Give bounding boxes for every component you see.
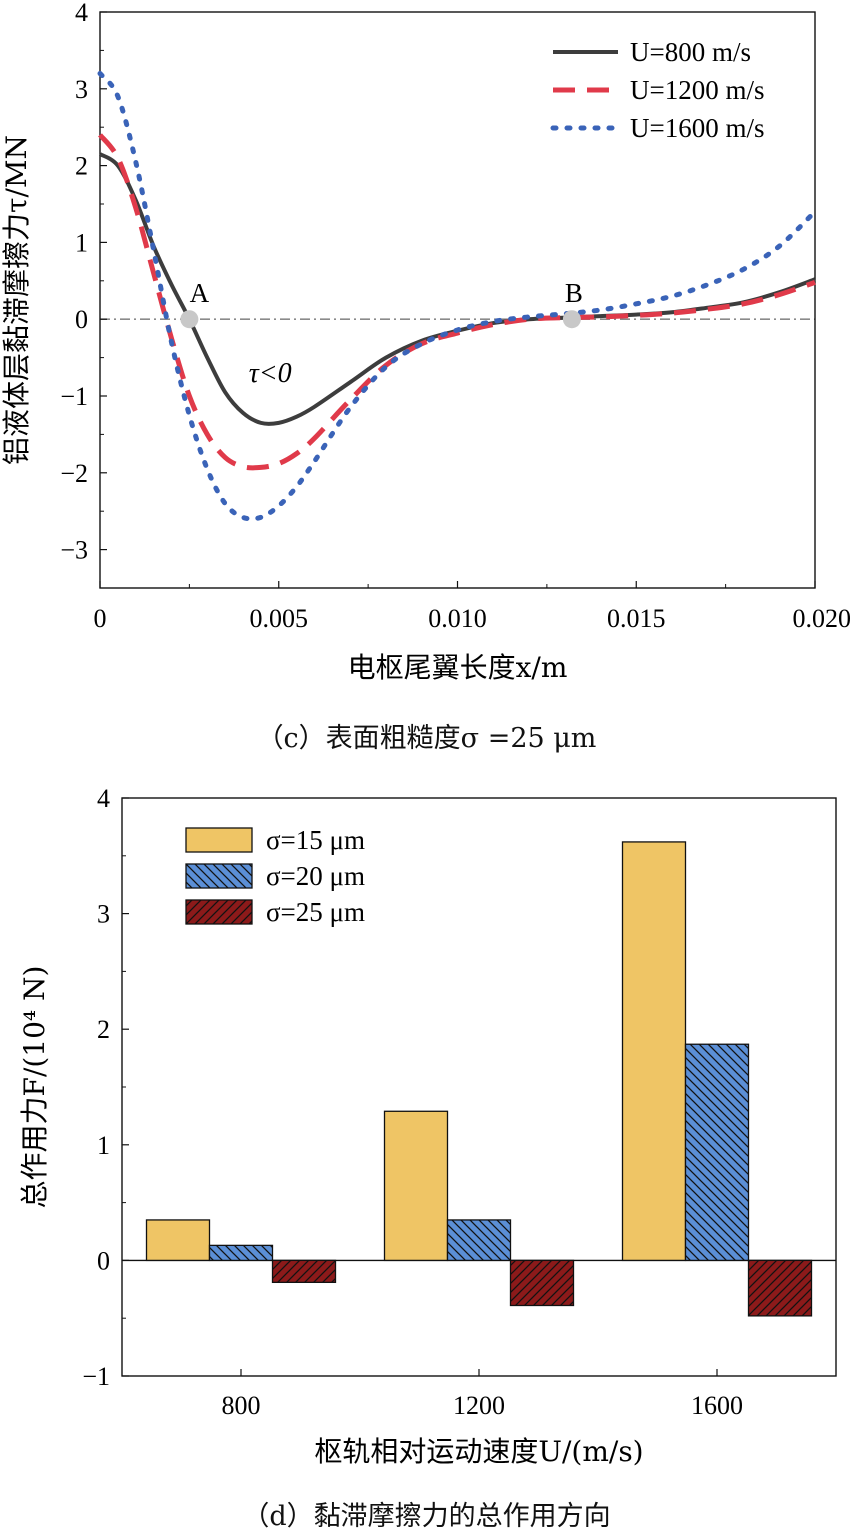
y-tick-label: 1 [75, 228, 88, 257]
y-tick-label: −1 [82, 1362, 110, 1391]
series-line-3 [97, 70, 818, 522]
bar-800-series-2 [208, 1244, 274, 1262]
bar-1600-series-1 [621, 841, 687, 1262]
y-tick-label: 3 [75, 75, 88, 104]
y-tick-label: 1 [97, 1131, 110, 1160]
y-tick-label: −3 [60, 536, 88, 565]
chart-d: 800 1200 1600 4 3 2 1 0 −1 枢轨相对运动速度U/(m/s) 总作用力F/(… [18, 784, 837, 1468]
bar-800-series-3 [271, 1259, 337, 1284]
annotation-point-B [562, 310, 581, 329]
y-tick-label: 2 [97, 1015, 110, 1044]
legend-swatch-1 [185, 827, 253, 853]
x-axis-label: 电枢尾翼长度x/m [348, 651, 568, 684]
x-tick-label: 1200 [453, 1391, 505, 1420]
y-tick-label: 4 [75, 0, 88, 27]
bar-1200-series-3 [509, 1259, 575, 1307]
x-tick-label: 0.015 [607, 604, 666, 633]
bar-1200-series-1 [383, 1110, 449, 1262]
caption-c: （c）表面粗糙度σ =25 μm [256, 723, 597, 754]
bar-800-series-1 [145, 1219, 211, 1262]
y-axis-label: 铝液体层黏滞摩擦力τ/MN [0, 135, 33, 465]
legend-swatch-2 [185, 863, 253, 889]
bar-1600-series-3 [747, 1259, 813, 1317]
y-tick-label: 2 [75, 152, 88, 181]
y-tick-label: −1 [60, 382, 88, 411]
annotation-point-A [180, 310, 199, 329]
x-tick-label: 0.020 [793, 604, 852, 633]
bar-1200-series-2 [446, 1219, 512, 1262]
x-axis-label: 枢轨相对运动速度U/(m/s) [314, 1435, 643, 1468]
caption-d: （d）黏滞摩擦力的总作用方向 [242, 1501, 611, 1532]
x-tick-label: 0.010 [428, 604, 487, 633]
x-tick-label: 0.005 [250, 604, 309, 633]
x-tick-label: 1600 [691, 1391, 743, 1420]
x-tick-label: 800 [222, 1391, 261, 1420]
y-tick-label: 3 [97, 900, 110, 929]
legend-label-2: U=1200 m/s [630, 75, 765, 105]
negative-region-note: τ<0 [249, 358, 292, 389]
annotation-label-A: A [190, 278, 210, 308]
bar-1600-series-2 [684, 1043, 750, 1262]
legend-label-1: σ=15 μm [266, 825, 365, 855]
legend-label-2: σ=20 μm [266, 861, 365, 891]
legend-label-3: σ=25 μm [266, 897, 365, 927]
legend-label-1: U=800 m/s [630, 37, 751, 67]
x-tick-label: 0 [94, 604, 107, 633]
annotation-label-B: B [565, 278, 583, 308]
legend-swatch-3 [185, 899, 253, 925]
y-tick-label: 0 [75, 305, 88, 334]
legend-label-3: U=1600 m/s [630, 113, 765, 143]
y-axis-label: 总作用力F/(10⁴ N) [18, 966, 51, 1209]
y-tick-label: 4 [97, 784, 110, 813]
y-tick-label: −2 [60, 459, 88, 488]
chart-c: 4 3 2 1 0 −1 −2 −3 0 0.005 0.010 0.015 0.020 电枢尾翼长度x/… [0, 0, 852, 684]
y-tick-label: 0 [97, 1246, 110, 1275]
